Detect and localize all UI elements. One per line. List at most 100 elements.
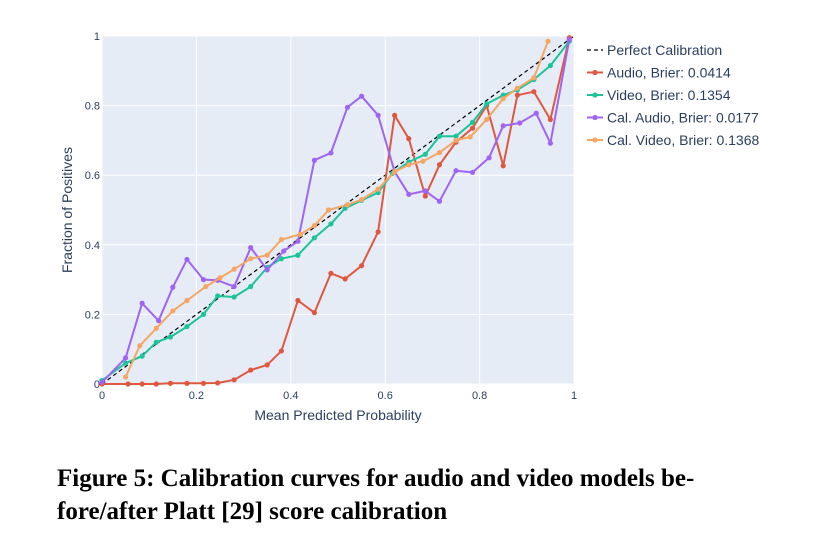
series-1-point xyxy=(547,116,554,123)
series-2-point xyxy=(215,293,221,299)
series-2-point xyxy=(139,353,145,359)
plot-background xyxy=(102,36,574,384)
series-4-point xyxy=(248,256,254,262)
series-layer xyxy=(99,35,575,387)
series-2-point xyxy=(547,62,554,69)
series-3-point xyxy=(436,198,443,204)
series-4-point xyxy=(231,266,237,272)
y-tick-label: 0.2 xyxy=(85,309,100,321)
series-4-point xyxy=(531,75,537,81)
series-1-point xyxy=(359,263,365,269)
legend-item-3: Cal. Audio, Brier: 0.0177 xyxy=(587,110,759,126)
series-4-point xyxy=(297,231,303,237)
y-tick-label: 0.8 xyxy=(85,101,100,113)
series-4-point xyxy=(264,252,270,258)
series-4-point xyxy=(359,196,365,203)
series-1-point xyxy=(125,381,131,387)
series-1-point xyxy=(200,380,207,386)
series-1-point xyxy=(278,348,284,354)
x-tick-label: 0 xyxy=(99,390,105,402)
series-1-point xyxy=(215,380,221,386)
legend-label: Cal. Video, Brier: 0.1368 xyxy=(607,132,759,148)
series-1-point xyxy=(422,193,428,199)
series-1-point xyxy=(139,381,145,387)
series-2-point xyxy=(422,151,428,157)
series-3-point xyxy=(469,169,476,176)
series-1-point xyxy=(406,136,412,142)
grid-lines xyxy=(101,35,575,385)
x-axis-title: Mean Predicted Probability xyxy=(254,407,421,423)
series-4-point xyxy=(123,374,129,380)
x-tick-label: 1 xyxy=(571,390,577,402)
y-axis-ticks: 0 0.2 0.4 0.6 0.8 1 xyxy=(85,31,100,391)
legend-label: Audio, Brier: 0.0414 xyxy=(607,65,731,81)
legend-label: Video, Brier: 0.1354 xyxy=(607,87,731,103)
series-3-point xyxy=(248,244,254,251)
caption-line-1: Figure 5: Calibration curves for audio a… xyxy=(57,465,695,492)
series-3-point xyxy=(156,318,162,324)
series-4-point xyxy=(325,207,332,213)
series-3-line xyxy=(101,39,571,383)
series-4-line xyxy=(124,40,549,378)
x-axis-ticks: 0 0.2 0.4 0.6 0.8 1 xyxy=(99,390,577,402)
series-1-point xyxy=(248,367,254,373)
x-tick-label: 0.2 xyxy=(189,390,204,402)
series-3-point xyxy=(200,277,207,283)
series-1-point xyxy=(469,125,476,131)
series-3-point xyxy=(486,155,492,161)
legend-label: Perfect Calibration xyxy=(607,42,722,58)
series-3-point xyxy=(517,120,523,126)
series-4-point xyxy=(311,223,317,229)
legend-swatch-marker xyxy=(592,137,598,143)
series-3-point xyxy=(547,140,554,146)
series-4-point xyxy=(436,149,443,156)
y-axis-title: Fraction of Positives xyxy=(59,147,75,273)
x-tick-label: 0.4 xyxy=(283,390,298,402)
series-3-point xyxy=(123,355,129,361)
series-3-point xyxy=(375,112,381,118)
series-1-point xyxy=(167,380,174,386)
legend-swatch-marker xyxy=(592,92,598,98)
series-3-point xyxy=(533,110,539,116)
series-2-point xyxy=(311,235,317,241)
series-4 xyxy=(123,38,551,380)
y-tick-label: 0.4 xyxy=(85,240,100,252)
series-3-point xyxy=(231,283,237,290)
series-1-point xyxy=(342,276,348,282)
series-1-point xyxy=(311,310,317,316)
series-4-point xyxy=(420,158,426,164)
series-1-point xyxy=(436,162,443,168)
y-tick-label: 0.6 xyxy=(85,170,100,182)
series-1-point xyxy=(500,163,506,169)
legend: Perfect Calibration Audio, Brier: 0.0414 V… xyxy=(587,42,759,148)
series-1-point xyxy=(514,92,520,98)
legend-item-4: Cal. Video, Brier: 0.1368 xyxy=(587,132,759,148)
series-3-point xyxy=(566,36,572,43)
series-4-point xyxy=(137,343,143,349)
series-2-point xyxy=(184,323,190,330)
series-1-point xyxy=(375,229,381,235)
series-2-point xyxy=(200,311,207,317)
series-4-point xyxy=(184,297,190,304)
series-3-point xyxy=(99,379,105,385)
series-3-point xyxy=(281,248,287,254)
series-4-point xyxy=(484,116,490,123)
series-2-point xyxy=(328,221,334,227)
series-3-point xyxy=(139,300,145,306)
series-3-point xyxy=(406,191,412,197)
series-3-point xyxy=(328,150,334,156)
caption-line-2: fore/after Platt [29] score calibration xyxy=(57,498,448,525)
series-2-point xyxy=(484,101,490,107)
legend-item-1: Audio, Brier: 0.0414 xyxy=(587,65,731,81)
series-2-point xyxy=(248,283,254,290)
series-3-point xyxy=(344,104,351,110)
series-2-point xyxy=(436,133,443,139)
legend-swatch-marker xyxy=(592,114,598,121)
series-2-point xyxy=(123,360,129,366)
series-4-point xyxy=(153,325,159,331)
series-1-point xyxy=(153,381,159,387)
series-4-point xyxy=(344,202,351,208)
series-2-point xyxy=(167,334,174,340)
series-2-point xyxy=(278,256,284,262)
series-1-point xyxy=(295,297,301,304)
